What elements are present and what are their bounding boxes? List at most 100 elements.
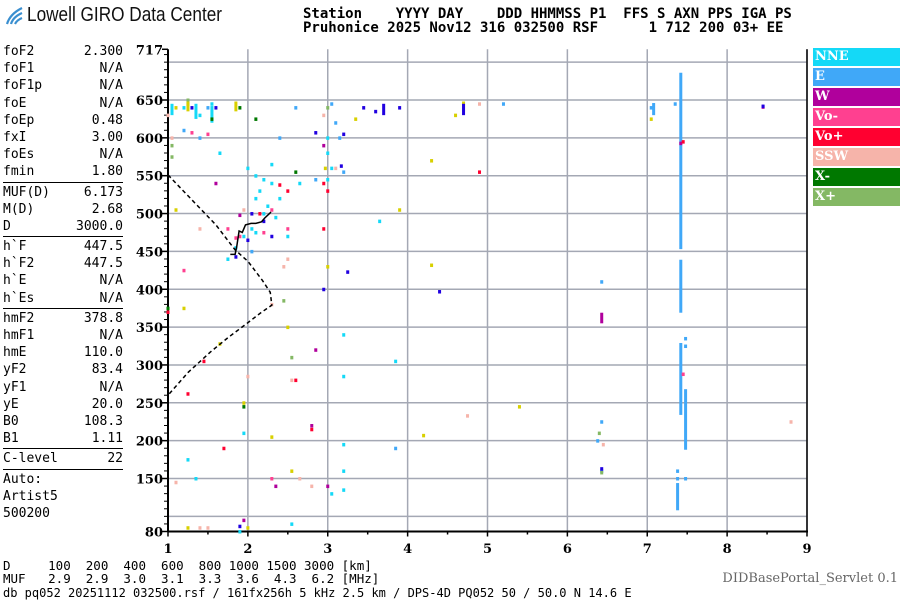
echo-point-voplus [478, 170, 482, 174]
echo-point-unlabeled [398, 106, 402, 110]
y-tick-label: 150 [136, 473, 163, 488]
echo-point-e [676, 477, 680, 481]
echo-point-vominus [226, 227, 230, 231]
virtual-height-trace [230, 211, 272, 256]
param-name: fmin [3, 164, 35, 180]
param-name: hmF1 [3, 328, 35, 343]
true-height-profile [167, 174, 273, 396]
param-name: D [3, 218, 11, 234]
param-name: yF2 [3, 362, 27, 378]
echo-point-ssw [286, 257, 290, 261]
echo-point-e [684, 336, 688, 341]
param-name: yE [3, 396, 19, 412]
echo-point-e [596, 439, 600, 443]
param-value: 3.00 [91, 129, 123, 145]
echo-point-unlabeled [422, 433, 426, 438]
echo-point-w [274, 484, 278, 489]
echo-segment-unlabeled [234, 101, 238, 112]
echo-point-w [214, 181, 218, 186]
param-name: h`F [3, 239, 27, 255]
param-value: 83.4 [91, 362, 123, 378]
param-name: B1 [3, 431, 19, 447]
echo-point-nne [326, 136, 330, 140]
param-name: h`Es [3, 290, 35, 306]
y-tick-label: 400 [136, 283, 163, 298]
echo-point-unlabeled [270, 234, 274, 239]
param-value: N/A [99, 95, 123, 111]
y-tick-label: 350 [136, 321, 163, 336]
echo-point-nne [274, 215, 278, 220]
echo-point-unlabeled [454, 113, 458, 118]
param-name: C-level [3, 451, 58, 467]
echo-point-nne [394, 359, 398, 364]
echo-point-nne [342, 442, 346, 447]
echo-point-voplus [258, 212, 262, 216]
echo-point-voplus [278, 183, 282, 187]
param-value: 22 [107, 451, 123, 467]
echo-point-e [250, 249, 254, 254]
y-tick-label: 300 [136, 359, 163, 374]
echo-point-e [330, 102, 334, 106]
param-value: 110.0 [83, 345, 123, 361]
echo-segment-unlabeled [186, 101, 190, 112]
x-tick-label: 5 [483, 542, 492, 557]
param-value: 2.300 [83, 44, 123, 59]
param-row: foF1 N/A [3, 60, 123, 77]
echo-point-unlabeled [649, 117, 653, 121]
echo-point-unlabeled [354, 117, 358, 121]
param-value: N/A [99, 61, 123, 77]
echo-point-nne [342, 469, 346, 473]
y-tick-label: 500 [136, 208, 163, 223]
echo-point-unlabeled [174, 208, 178, 212]
echo-point-nne [278, 196, 282, 201]
x-tick-label: 1 [163, 542, 172, 557]
header-values: Pruhonice 2025 Nov12 316 032500 RSF 1 71… [303, 20, 784, 36]
param-row: yF1 N/A [3, 379, 123, 396]
echo-point-unlabeled [290, 469, 294, 473]
echo-point-nne [270, 181, 274, 186]
echo-point-ssw [242, 208, 246, 212]
echo-point-w [314, 348, 318, 352]
echo-point-voplus [322, 227, 326, 231]
separator [3, 181, 123, 183]
param-value: 447.5 [83, 239, 123, 255]
echo-point-unlabeled [374, 109, 378, 114]
echo-point-e [600, 420, 604, 424]
y-tick-label: 250 [136, 397, 163, 412]
echo-point-vominus [206, 132, 210, 137]
param-row: B1 1.11 [3, 430, 123, 447]
echo-point-w [679, 141, 683, 146]
echo-point-unlabeled [250, 212, 254, 216]
echo-point-e [314, 177, 318, 182]
distance-row: D 100 200 400 600 800 1000 1500 3000 [km… [3, 558, 372, 573]
echo-point-xplus [326, 106, 330, 110]
echo-point-nne [186, 458, 190, 462]
x-tick-label: 7 [643, 542, 652, 557]
param-row: foEs N/A [3, 146, 123, 163]
param-row: foE N/A [3, 95, 123, 112]
echo-point-nne [254, 174, 258, 178]
echo-point-nne [246, 166, 250, 171]
echo-point-nne [250, 227, 254, 231]
echo-point-nne [242, 234, 246, 239]
echo-point-w [242, 518, 246, 523]
separator [3, 448, 123, 450]
param-value: N/A [99, 290, 123, 306]
echo-point-ssw [322, 113, 326, 118]
param-name: foF2 [3, 44, 35, 59]
echo-segment-unlabeled [462, 103, 466, 116]
echo-point-unlabeled [517, 405, 521, 409]
y-tick-label: 717 [136, 43, 163, 58]
param-value: 20.0 [91, 396, 123, 412]
echo-point-ssw [166, 113, 170, 118]
echo-point-e [600, 280, 604, 284]
param-name: foE [3, 95, 27, 111]
echo-segment-nne [210, 106, 214, 123]
y-tick-label: 450 [136, 245, 163, 260]
param-value: N/A [99, 147, 123, 163]
param-row: M(D) 2.68 [3, 201, 123, 218]
echo-point-e [294, 106, 298, 110]
echo-point-w [238, 213, 242, 218]
echo-point-nne [254, 230, 258, 235]
echo-point-xminus [242, 405, 246, 409]
